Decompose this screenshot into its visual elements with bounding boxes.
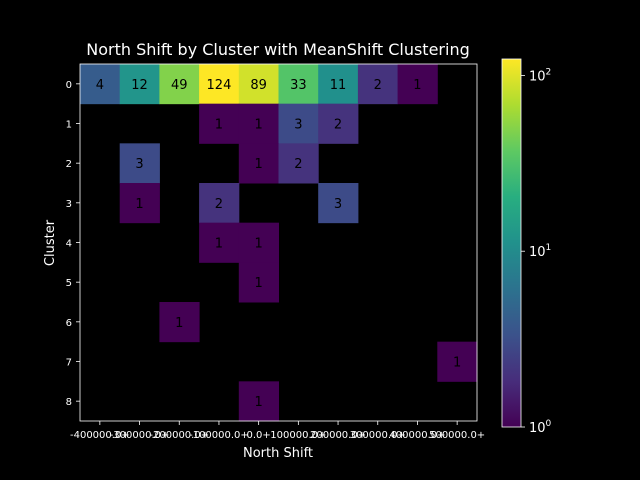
cell-value-label: 1 — [175, 316, 183, 331]
heatmap-cell — [238, 64, 279, 105]
heatmap-cell — [318, 183, 359, 224]
y-tick-label: 1 — [66, 120, 72, 131]
y-tick-label: 6 — [66, 318, 72, 329]
colorbar-gradient — [501, 58, 522, 428]
heatmap-cell — [80, 64, 121, 105]
colorbar: 102 101 100 — [501, 58, 552, 436]
cell-value-label: 1 — [255, 237, 263, 252]
heatmap-cell — [119, 183, 160, 224]
cell-value-label: 1 — [135, 197, 143, 212]
heatmap-cell — [278, 64, 319, 105]
cell-value-label: 3 — [294, 118, 302, 133]
x-tick-label: 100000.0+ — [270, 430, 326, 441]
heatmap-cell — [199, 103, 240, 144]
cell-value-label: 1 — [255, 157, 263, 172]
heatmap-cell — [318, 103, 359, 144]
y-tick-label: 3 — [66, 199, 72, 210]
cell-value-label: 11 — [330, 78, 347, 93]
x-axis: -400000.0+-300000.0+-200000.0+-100000.0+… — [70, 421, 485, 441]
heatmap-cell — [238, 103, 279, 144]
cell-value-label: 33 — [290, 78, 307, 93]
y-tick-label: 5 — [66, 278, 72, 289]
cell-value-label: 1 — [255, 276, 263, 291]
heatmap-cell — [357, 64, 399, 105]
cell-value-label: 1 — [255, 118, 263, 133]
heatmap-cell — [437, 341, 478, 382]
x-tick-label: 500000.0+ — [429, 430, 485, 441]
cell-value-label: 1 — [215, 118, 223, 133]
x-tick-label: 200000.0+ — [310, 430, 366, 441]
y-tick-label: 2 — [66, 159, 72, 170]
x-tick-label: -400000.0+ — [70, 430, 130, 441]
y-axis-label: Cluster — [43, 219, 58, 266]
cell-value-label: 3 — [135, 157, 143, 172]
heatmap-cell — [159, 64, 200, 105]
cell-value-label: 1 — [453, 356, 461, 371]
cell-value-label: 89 — [250, 78, 267, 93]
y-tick-label: 4 — [66, 239, 72, 250]
heatmap-cell — [199, 64, 240, 105]
colorbar-tick-label: 102 — [529, 67, 551, 84]
heatmap-cell — [199, 222, 240, 263]
cell-value-label: 1 — [413, 78, 421, 93]
heatmap-cell — [238, 222, 279, 263]
cell-value-label: 124 — [207, 78, 232, 93]
cell-value-label: 2 — [374, 78, 382, 93]
cell-value-label: 3 — [334, 197, 342, 212]
heatmap-cell — [397, 64, 438, 105]
heatmap-cell — [238, 262, 279, 303]
cell-value-label: 1 — [215, 237, 223, 252]
heatmap-cell — [278, 143, 319, 184]
colorbar-tick-label: 101 — [529, 243, 551, 260]
heatmap-cell — [119, 143, 160, 184]
y-tick-label: 7 — [66, 358, 72, 369]
x-tick-label: -200000.0+ — [149, 430, 209, 441]
y-tick-label: 8 — [66, 397, 72, 408]
cell-value-label: 2 — [294, 157, 302, 172]
cell-value-label: 49 — [171, 78, 188, 93]
colorbar-ticks: 102 101 100 — [521, 67, 552, 436]
x-axis-label: North Shift — [243, 446, 313, 461]
x-tick-label: 0.0+ — [247, 430, 271, 441]
heatmap-cell — [318, 64, 359, 105]
x-tick-label: 400000.0+ — [389, 430, 445, 441]
heatmap-cell — [199, 183, 240, 224]
heatmap-cell — [238, 381, 279, 422]
x-tick-label: 300000.0+ — [350, 430, 406, 441]
heatmap-cell — [119, 64, 160, 105]
colorbar-tick-label: 100 — [529, 419, 552, 436]
heatmap-cell — [278, 103, 319, 144]
cell-value-label: 1 — [255, 395, 263, 410]
cell-value-label: 2 — [334, 118, 342, 133]
x-tick-label: -300000.0+ — [110, 430, 170, 441]
y-tick-label: 0 — [66, 80, 72, 91]
chart-title: North Shift by Cluster with MeanShift Cl… — [86, 40, 469, 59]
cell-value-label: 2 — [215, 197, 223, 212]
cell-value-label: 4 — [96, 78, 104, 93]
y-axis: 0 1 2 3 4 5 6 7 8 — [66, 80, 80, 408]
x-tick-label: -100000.0+ — [189, 430, 249, 441]
heatmap-cell — [159, 302, 200, 343]
heatmap-cell — [238, 143, 279, 184]
cell-value-label: 12 — [131, 78, 148, 93]
